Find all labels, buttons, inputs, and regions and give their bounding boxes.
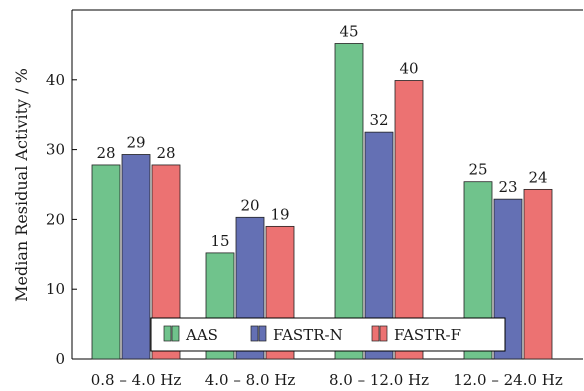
bar-value-label: 45 (339, 23, 358, 41)
bar-value-label: 15 (210, 232, 229, 250)
bar-value-label: 28 (96, 144, 115, 162)
bar (394, 80, 424, 360)
bar-value-label: 20 (240, 196, 259, 214)
y-axis-label: Median Residual Activity / % (12, 68, 31, 302)
legend-swatch (379, 325, 388, 342)
bar-value-label: 28 (156, 144, 175, 162)
legend-label: FASTR-N (273, 326, 343, 344)
bar-value-label: 19 (270, 205, 289, 223)
legend: AAS FASTR-N FASTR-F (150, 317, 506, 352)
x-tick-label: 8.0 – 12.0 Hz (329, 371, 429, 389)
y-tick-label: 30 (46, 141, 65, 159)
y-tick-label: 20 (46, 210, 65, 228)
legend-swatch (163, 325, 172, 342)
y-tick-label: 0 (55, 350, 65, 368)
x-tick-label: 12.0 – 24.0 Hz (453, 371, 563, 389)
x-tick-label: 0.8 – 4.0 Hz (91, 371, 182, 389)
bar-value-label: 25 (468, 161, 487, 179)
legend-swatch (250, 325, 259, 342)
legend-swatch (371, 325, 380, 342)
bar (91, 164, 121, 360)
axes: 0 10 20 30 40 0.8 – 4.0 Hz 4.0 – 8.0 Hz 8.0 – 1… (46, 9, 583, 389)
bars: 28 29 28 15 20 19 45 32 40 25 23 24 (91, 23, 553, 360)
bar-value-label: 40 (399, 59, 418, 77)
bar (121, 154, 151, 360)
bar-value-label: 32 (369, 111, 388, 129)
y-tick-label: 40 (46, 71, 65, 89)
bar-value-label: 29 (126, 133, 145, 151)
bar-value-label: 24 (528, 168, 547, 186)
legend-box (150, 317, 506, 352)
legend-label: FASTR-F (394, 326, 461, 344)
legend-label: AAS (185, 326, 218, 344)
bar (334, 43, 364, 360)
y-tick-label: 10 (46, 280, 65, 298)
legend-swatch (171, 325, 180, 342)
bar (523, 188, 553, 360)
x-tick-label: 4.0 – 8.0 Hz (205, 371, 296, 389)
bar-value-label: 23 (498, 178, 517, 196)
legend-swatch (258, 325, 267, 342)
